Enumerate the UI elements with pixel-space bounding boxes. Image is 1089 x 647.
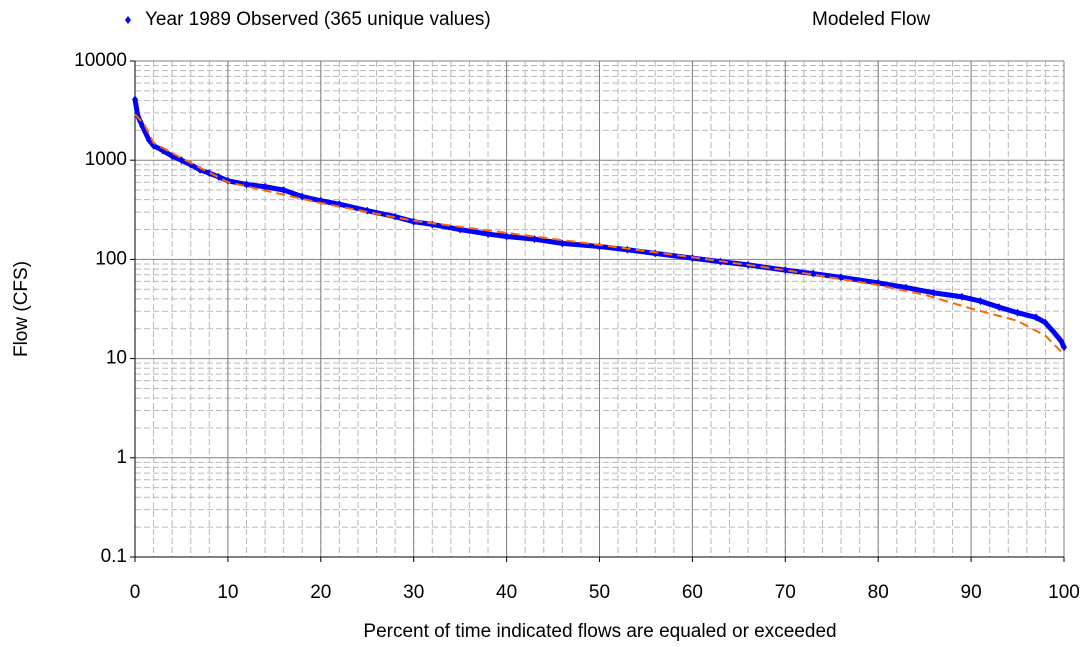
- data-point: [392, 212, 399, 221]
- data-point: [280, 186, 287, 195]
- data-point: [958, 292, 965, 301]
- data-point: [206, 169, 213, 178]
- data-point: [1058, 337, 1065, 346]
- data-point: [1042, 318, 1049, 327]
- data-point: [810, 269, 817, 278]
- data-point: [1014, 308, 1021, 317]
- data-point: [364, 206, 371, 215]
- x-tick-label: 100: [1048, 582, 1080, 603]
- data-point: [1051, 329, 1058, 338]
- data-point: [262, 182, 269, 191]
- data-point: [503, 232, 510, 241]
- x-tick-label: 10: [217, 582, 238, 603]
- data-point: [299, 192, 306, 201]
- y-tick-label: 10000: [74, 50, 127, 71]
- y-axis-label: Flow (CFS): [11, 261, 32, 357]
- data-point: [995, 303, 1002, 312]
- y-tick-label: 100: [95, 248, 127, 269]
- x-axis-label: Percent of time indicated flows are equa…: [363, 621, 836, 642]
- x-tick-label: 0: [130, 582, 141, 603]
- data-point: [1033, 313, 1040, 322]
- data-point: [485, 230, 492, 239]
- x-tick-label: 50: [589, 582, 610, 603]
- y-tick-label: 10: [106, 348, 127, 369]
- data-point: [838, 273, 845, 282]
- legend-label: Year 1989 Observed (365 unique values): [145, 9, 491, 30]
- x-tick-label: 90: [961, 582, 982, 603]
- x-tick-label: 60: [682, 582, 703, 603]
- data-point: [930, 288, 937, 297]
- data-point: [782, 266, 789, 275]
- y-tick-label: 1000: [85, 149, 127, 170]
- data-point: [977, 297, 984, 306]
- data-point: [1061, 343, 1067, 352]
- x-tick-label: 30: [403, 582, 424, 603]
- y-tick-label: 1: [116, 447, 127, 468]
- data-point: [132, 95, 138, 104]
- x-tick-label: 20: [310, 582, 331, 603]
- legend-marker: [125, 16, 131, 24]
- x-tick-label: 40: [496, 582, 517, 603]
- data-point: [139, 122, 146, 131]
- x-tick-label: 80: [868, 582, 889, 603]
- data-point: [243, 180, 250, 189]
- data-point: [559, 239, 566, 248]
- data-point: [903, 283, 910, 292]
- y-tick-label: 0.1: [101, 546, 127, 567]
- legend-label: Modeled Flow: [812, 9, 931, 30]
- x-tick-label: 70: [775, 582, 796, 603]
- series-line: [134, 113, 1065, 356]
- data-point: [215, 172, 222, 181]
